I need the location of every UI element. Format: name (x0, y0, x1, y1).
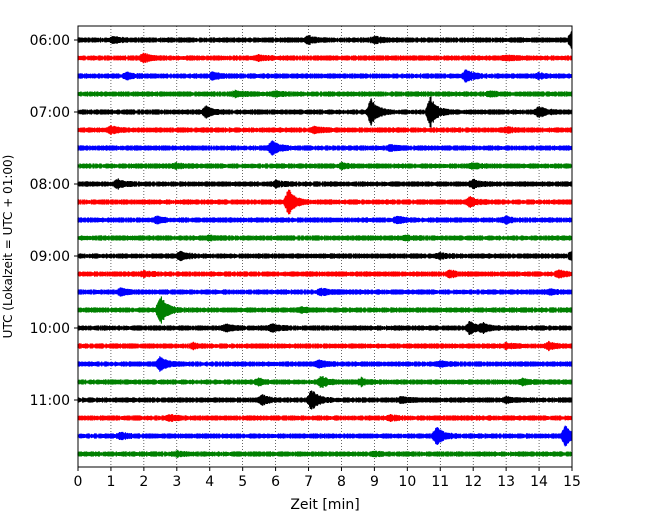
trace (77, 69, 573, 83)
trace-signal (77, 414, 573, 422)
y-tick-label: 06:00 (30, 33, 70, 49)
x-axis-label: Zeit [min] (290, 497, 359, 513)
trace-signal (77, 31, 573, 49)
trace (77, 161, 573, 171)
x-tick-label: 15 (563, 474, 581, 490)
trace-signal (77, 390, 573, 410)
trace-signal (77, 425, 573, 447)
plot-frame (77, 25, 573, 468)
y-tick-label: 08:00 (30, 177, 70, 193)
y-axis-ticks: 06:00 07:00 08:00 09:00 10:00 11:00 (30, 33, 78, 409)
trace-signal (77, 340, 573, 352)
trace-signal (77, 89, 573, 99)
trace (77, 287, 573, 297)
x-tick-label: 12 (464, 474, 482, 490)
x-tick-label: 4 (205, 474, 214, 490)
trace (77, 215, 573, 225)
trace-signal (77, 296, 573, 324)
trace-signal (77, 189, 573, 215)
trace-signal (77, 52, 573, 64)
y-tick-label: 11:00 (30, 393, 70, 409)
trace-signal (77, 356, 573, 372)
x-tick-label: 6 (271, 474, 280, 490)
trace-signal (77, 269, 573, 279)
trace (77, 356, 573, 372)
trace (77, 234, 573, 242)
x-axis-ticks: 0 1 2 3 4 5 6 7 8 9 10 11 12 13 14 15 (74, 467, 581, 490)
trace (77, 52, 573, 64)
x-tick-label: 8 (337, 474, 346, 490)
trace (77, 414, 573, 422)
trace (77, 89, 573, 99)
trace (77, 375, 573, 389)
trace-signal (77, 69, 573, 83)
trace-signal (77, 178, 573, 190)
trace (77, 31, 573, 49)
trace-signal (77, 234, 573, 242)
trace-signal (77, 375, 573, 389)
y-tick-label: 09:00 (30, 249, 70, 265)
trace-signal (77, 215, 573, 225)
trace (77, 321, 573, 335)
trace (77, 269, 573, 279)
x-tick-label: 0 (74, 474, 83, 490)
trace (77, 250, 573, 262)
x-tick-label: 7 (304, 474, 313, 490)
x-tick-label: 10 (398, 474, 416, 490)
x-tick-label: 5 (238, 474, 247, 490)
x-tick-label: 13 (497, 474, 515, 490)
trace-signal (77, 161, 573, 171)
seismic-traces (77, 31, 573, 458)
trace (77, 96, 573, 128)
trace-signal (77, 250, 573, 262)
x-tick-label: 9 (370, 474, 379, 490)
y-axis-label: UTC (Lokalzeit = UTC + 01:00) (1, 155, 15, 339)
x-tick-label: 14 (530, 474, 548, 490)
trace (77, 125, 573, 135)
trace-signal (77, 140, 573, 156)
trace-signal (77, 287, 573, 297)
x-tick-label: 3 (172, 474, 181, 490)
trace (77, 140, 573, 156)
x-tick-label: 2 (139, 474, 148, 490)
trace-signal (77, 321, 573, 335)
x-tick-label: 1 (106, 474, 115, 490)
trace (77, 189, 573, 215)
y-tick-label: 07:00 (30, 105, 70, 121)
trace (77, 390, 573, 410)
trace-signal (77, 450, 573, 458)
trace (77, 425, 573, 447)
trace-signal (77, 96, 573, 128)
trace (77, 340, 573, 352)
trace (77, 296, 573, 324)
trace (77, 178, 573, 190)
trace-signal (77, 125, 573, 135)
trace (77, 450, 573, 458)
x-tick-label: 11 (431, 474, 449, 490)
y-tick-label: 10:00 (30, 321, 70, 337)
